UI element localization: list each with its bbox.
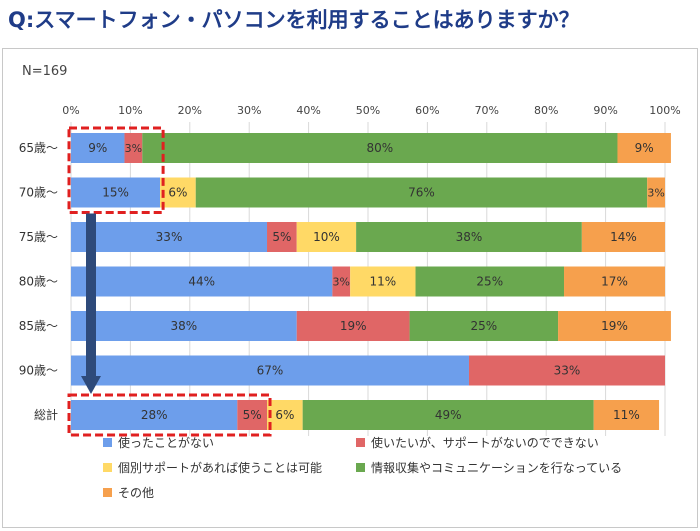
- x-tick-label: 60%: [415, 104, 439, 117]
- x-tick-label: 20%: [178, 104, 202, 117]
- data-label: 17%: [601, 275, 628, 289]
- category-label: 総計: [34, 407, 58, 422]
- bar-segment: [71, 311, 297, 341]
- bar-segment: [332, 266, 351, 297]
- bar-segment: [302, 400, 594, 430]
- bar-segment: [142, 133, 618, 163]
- data-label: 3%: [333, 276, 350, 289]
- data-label: 44%: [188, 275, 215, 289]
- legend-label: その他: [118, 486, 154, 500]
- bar-segment: [350, 266, 416, 297]
- category-label: 85歳〜: [19, 319, 58, 333]
- legend-label: 情報収集やコミュニケーションを行なっている: [371, 460, 622, 475]
- category-label: 75歳〜: [19, 230, 58, 244]
- category-label: 70歳〜: [19, 186, 58, 200]
- bar-segment: [356, 222, 582, 252]
- legend-swatch: [103, 438, 112, 447]
- bar-segment: [409, 311, 559, 341]
- bar-segment: [558, 311, 671, 341]
- bar-segment: [647, 177, 665, 208]
- legend-label: 個別サポートがあれば使うことは可能: [118, 460, 322, 475]
- category-label: 65歳〜: [19, 141, 58, 155]
- data-label: 28%: [141, 408, 168, 422]
- x-tick-label: 40%: [296, 104, 320, 117]
- data-label: 14%: [610, 230, 637, 244]
- bar-segment: [267, 222, 297, 252]
- highlight-box: [67, 126, 165, 214]
- data-label: 5%: [272, 230, 291, 244]
- legend-label: 使いたいが、サポートがないのでできない: [371, 435, 599, 450]
- data-label: 38%: [456, 230, 483, 244]
- data-label: 67%: [257, 364, 284, 378]
- data-label: 5%: [243, 408, 262, 422]
- data-label: 33%: [554, 364, 581, 378]
- stacked-bar-chart: 0% 10% 20% 30% 40% 50% 60% 70% 80% 90% 100% 65歳〜 9% 3…: [19, 104, 681, 500]
- bar-segment: [296, 311, 410, 341]
- x-tick-label: 80%: [534, 104, 558, 117]
- data-label: 6%: [168, 186, 187, 200]
- data-label: 3%: [647, 187, 664, 200]
- bar-segment: [468, 355, 665, 386]
- bar-segment: [581, 222, 665, 252]
- data-label: 10%: [313, 230, 340, 244]
- bar-segment: [71, 266, 333, 297]
- category-label: 90歳〜: [19, 364, 58, 378]
- data-label: 76%: [408, 186, 435, 200]
- data-label: 25%: [476, 275, 503, 289]
- bar-segment: [237, 400, 268, 430]
- bar-segment: [195, 177, 648, 208]
- x-tick-label: 10%: [118, 104, 142, 117]
- highlight-box: [67, 393, 272, 437]
- arrow-head: [81, 376, 101, 394]
- bar-segment: [296, 222, 357, 252]
- data-label: 49%: [435, 408, 462, 422]
- data-label: 11%: [613, 408, 640, 422]
- data-label: 6%: [275, 408, 294, 422]
- data-label: 9%: [635, 141, 654, 155]
- bar-segment: [160, 177, 196, 208]
- legend-label: 使ったことがない: [118, 435, 214, 450]
- x-tick-label: 100%: [649, 104, 680, 117]
- x-tick-label: 30%: [237, 104, 261, 117]
- x-tick-label: 90%: [593, 104, 617, 117]
- data-label: 33%: [156, 230, 183, 244]
- data-label: 19%: [601, 319, 628, 333]
- bar-segment: [617, 133, 671, 163]
- bar-segment: [593, 400, 660, 430]
- bar-segment: [71, 400, 238, 430]
- legend-swatch: [356, 463, 365, 472]
- bar-segment: [415, 266, 565, 297]
- data-label: 3%: [125, 142, 142, 155]
- bar-segment: [71, 355, 469, 386]
- x-tick-label: 50%: [356, 104, 380, 117]
- legend-swatch: [103, 488, 112, 497]
- legend-swatch: [356, 438, 365, 447]
- x-tick-label: 70%: [475, 104, 499, 117]
- data-label: 11%: [370, 275, 397, 289]
- page-title: Q:スマートフォン・パソコンを利用することはありますか？: [8, 8, 580, 32]
- x-tick-label: 0%: [62, 104, 79, 117]
- bar-segment: [71, 133, 125, 163]
- bar-segment: [124, 133, 143, 163]
- data-label: 15%: [102, 186, 129, 200]
- bar-segment: [267, 400, 303, 430]
- bar-segment: [71, 222, 268, 252]
- category-label: 80歳〜: [19, 275, 58, 289]
- bar-segment: [71, 177, 161, 208]
- data-label: 25%: [470, 319, 497, 333]
- arrow-shaft: [86, 213, 96, 376]
- chart-panel: N=169 0% 10% 20% 30% 40% 50% 60% 70% 80% 90% 100% 6…: [2, 48, 698, 528]
- sample-size-label: N=169: [22, 64, 68, 79]
- data-label: 38%: [171, 319, 198, 333]
- data-label: 9%: [88, 141, 107, 155]
- legend-swatch: [103, 463, 112, 472]
- data-label: 19%: [340, 319, 367, 333]
- bar-segment: [564, 266, 665, 297]
- data-label: 80%: [367, 141, 394, 155]
